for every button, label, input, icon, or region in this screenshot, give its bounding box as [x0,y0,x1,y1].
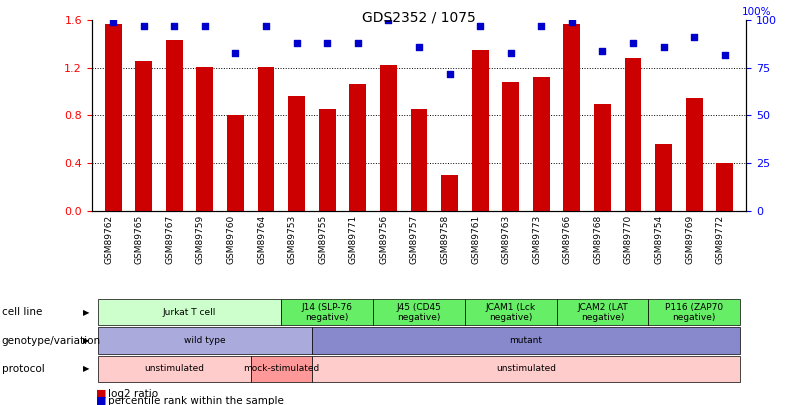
Point [596,47,609,54]
Point [535,23,547,29]
Text: GDS2352 / 1075: GDS2352 / 1075 [362,10,476,24]
Text: JCAM2 (LAT
negative): JCAM2 (LAT negative) [577,303,628,322]
Text: genotype/variation: genotype/variation [2,336,101,345]
Text: GSM89766: GSM89766 [563,215,572,264]
Bar [373,299,464,326]
Point [382,17,395,23]
Bar [258,67,275,211]
Point [474,23,487,29]
Text: GSM89768: GSM89768 [594,215,602,264]
Text: GSM89754: GSM89754 [654,215,664,264]
Text: GSM89757: GSM89757 [410,215,419,264]
Text: Jurkat T cell: Jurkat T cell [163,308,216,317]
Bar [594,104,610,211]
Bar [625,58,642,211]
Bar [533,77,550,211]
Bar [441,175,458,211]
Bar [288,96,305,211]
Text: ■: ■ [96,389,106,399]
Text: GSM89758: GSM89758 [440,215,449,264]
Bar [556,299,648,326]
Bar [472,50,488,211]
Text: percentile rank within the sample: percentile rank within the sample [108,396,283,405]
Point [229,49,242,56]
Text: JCAM1 (Lck
negative): JCAM1 (Lck negative) [486,303,535,322]
Bar [319,109,336,211]
Text: GSM89760: GSM89760 [227,215,235,264]
Text: protocol: protocol [2,364,45,374]
Bar [105,24,121,211]
Text: mock-stimulated: mock-stimulated [243,364,319,373]
Bar [136,61,152,211]
Text: GSM89769: GSM89769 [685,215,694,264]
Bar [350,85,366,211]
Bar [410,109,428,211]
Text: unstimulated: unstimulated [144,364,204,373]
Text: J14 (SLP-76
negative): J14 (SLP-76 negative) [302,303,353,322]
Point [413,44,425,50]
Text: log2 ratio: log2 ratio [108,389,158,399]
Text: ▶: ▶ [83,364,89,373]
Point [137,23,150,29]
Text: J45 (CD45
negative): J45 (CD45 negative) [397,303,441,322]
Bar [251,356,312,382]
Point [107,19,120,26]
Point [168,23,180,29]
Bar [464,299,556,326]
Text: GSM89762: GSM89762 [105,215,113,264]
Text: ▶: ▶ [83,336,89,345]
Bar [685,98,702,211]
Point [443,70,456,77]
Bar [655,144,672,211]
Bar [312,356,740,382]
Text: cell line: cell line [2,307,42,317]
Point [688,34,701,40]
Point [321,40,334,46]
Bar [380,66,397,211]
Bar [282,299,373,326]
Text: wild type: wild type [184,336,226,345]
Point [259,23,272,29]
Bar [98,299,282,326]
Text: 100%: 100% [741,7,771,17]
Point [626,40,639,46]
Text: GSM89759: GSM89759 [196,215,205,264]
Bar [166,40,183,211]
Point [351,40,364,46]
Bar [312,327,740,354]
Point [199,23,211,29]
Text: GSM89764: GSM89764 [257,215,266,264]
Point [718,51,731,58]
Text: GSM89756: GSM89756 [379,215,389,264]
Text: GSM89765: GSM89765 [135,215,144,264]
Bar [502,82,519,211]
Text: GSM89772: GSM89772 [716,215,725,264]
Bar [227,115,244,211]
Text: GSM89753: GSM89753 [287,215,297,264]
Point [566,19,579,26]
Bar [98,356,251,382]
Text: ▶: ▶ [83,308,89,317]
Text: GSM89767: GSM89767 [165,215,174,264]
Bar [98,327,312,354]
Point [504,49,517,56]
Text: unstimulated: unstimulated [496,364,556,373]
Text: GSM89763: GSM89763 [502,215,511,264]
Point [290,40,303,46]
Text: mutant: mutant [509,336,543,345]
Text: GSM89773: GSM89773 [532,215,541,264]
Bar [196,67,213,211]
Bar [717,163,733,211]
Bar [563,24,580,211]
Text: P116 (ZAP70
negative): P116 (ZAP70 negative) [665,303,723,322]
Text: ■: ■ [96,396,106,405]
Text: GSM89761: GSM89761 [471,215,480,264]
Point [658,44,670,50]
Text: GSM89770: GSM89770 [624,215,633,264]
Text: GSM89755: GSM89755 [318,215,327,264]
Bar [648,299,740,326]
Text: GSM89771: GSM89771 [349,215,358,264]
